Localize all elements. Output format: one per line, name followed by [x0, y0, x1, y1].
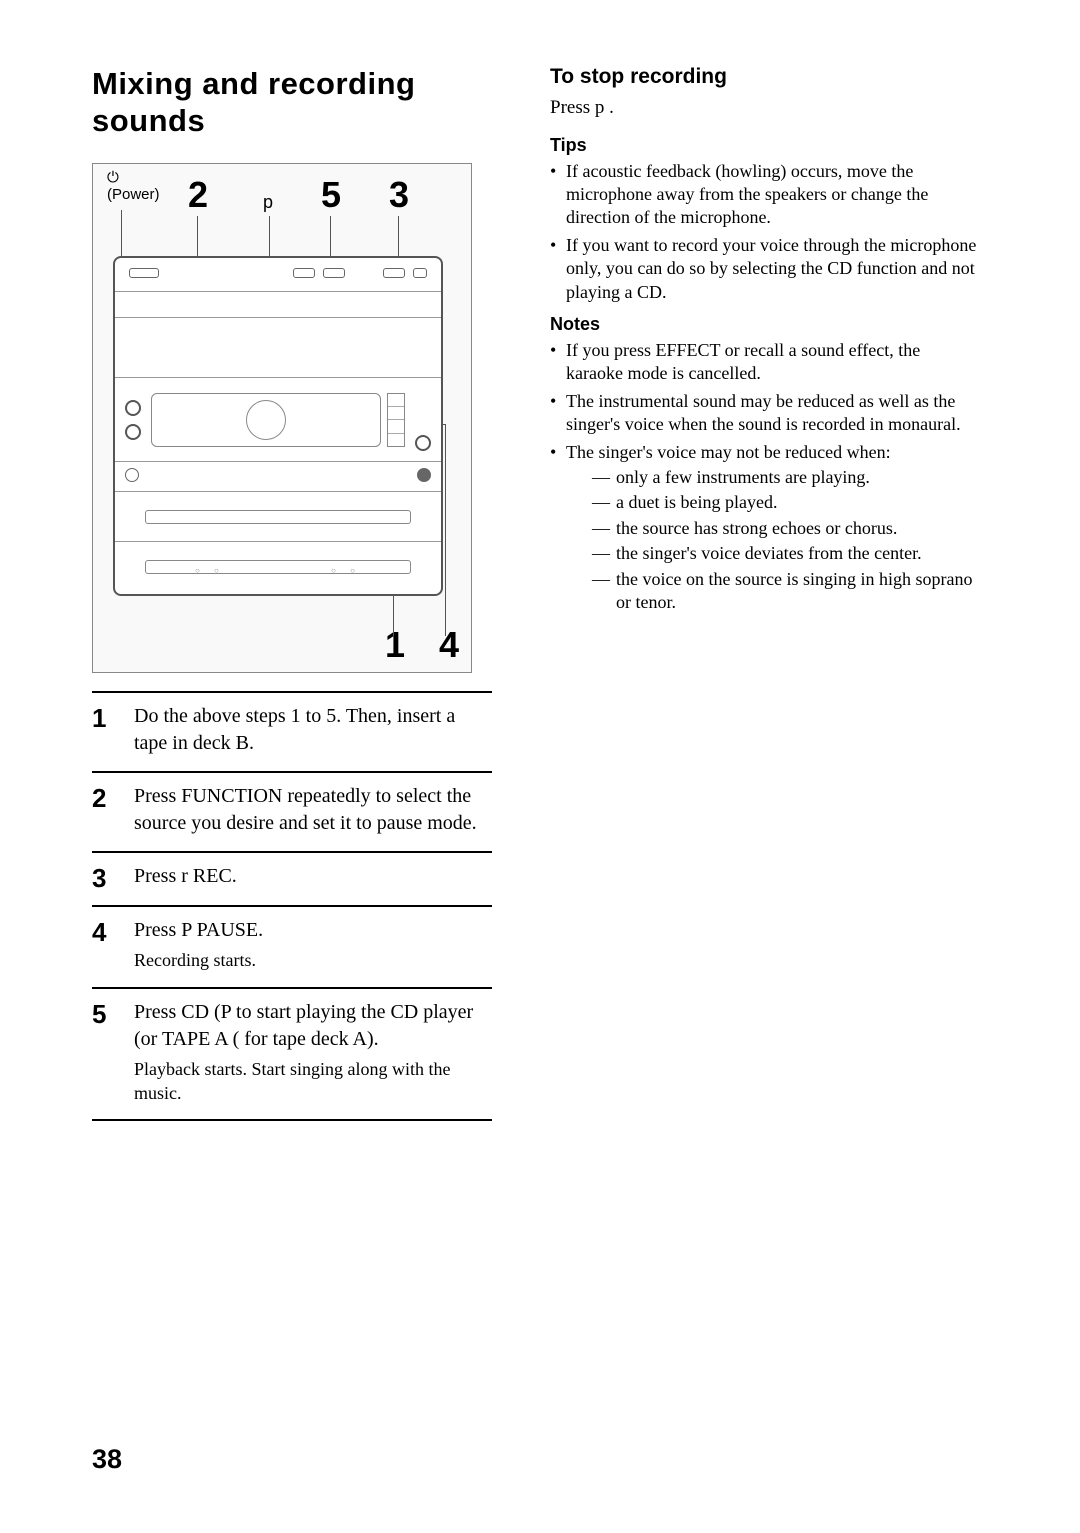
power-label: ⏻ (Power)	[107, 170, 160, 203]
note-sub-item: a duet is being played.	[592, 491, 980, 514]
step-5: 5 Press CD (P to start playing the CD pl…	[92, 987, 492, 1122]
step-body: Press CD (P to start playing the CD play…	[134, 999, 492, 1106]
tip-item: If acoustic feedback (howling) occurs, m…	[550, 160, 980, 230]
steps-list: 1 Do the above steps 1 to 5. Then, inser…	[92, 691, 492, 1121]
step-sub: Playback starts. Start singing along wit…	[134, 1057, 492, 1106]
notes-list: If you press EFFECT or recall a sound ef…	[550, 339, 980, 614]
callout-5: 5	[321, 174, 341, 216]
stop-recording-body: Press p .	[550, 95, 980, 121]
tips-heading: Tips	[550, 135, 980, 156]
callout-4: 4	[439, 624, 459, 666]
step-1: 1 Do the above steps 1 to 5. Then, inser…	[92, 691, 492, 771]
left-column: Mixing and recording sounds ⏻ (Power) 2 …	[92, 65, 492, 1121]
step-3: 3 Press r REC.	[92, 851, 492, 905]
note-item: The instrumental sound may be reduced as…	[550, 390, 980, 437]
step-number: 3	[92, 863, 114, 891]
step-body: Press FUNCTION repeatedly to select the …	[134, 783, 492, 837]
note-lead: The singer's voice may not be reduced wh…	[566, 442, 891, 462]
callout-1: 1	[385, 624, 405, 666]
step-body: Press P PAUSE. Recording starts.	[134, 917, 263, 972]
step-2: 2 Press FUNCTION repeatedly to select th…	[92, 771, 492, 851]
power-text: (Power)	[107, 186, 160, 203]
tips-list: If acoustic feedback (howling) occurs, m…	[550, 160, 980, 304]
notes-heading: Notes	[550, 314, 980, 335]
note-sub-item: the singer's voice deviates from the cen…	[592, 542, 980, 565]
power-icon: ⏻	[107, 169, 119, 186]
step-body: Do the above steps 1 to 5. Then, insert …	[134, 703, 492, 757]
note-sub-item: the source has strong echoes or chorus.	[592, 517, 980, 540]
step-number: 2	[92, 783, 114, 837]
note-item: The singer's voice may not be reduced wh…	[550, 441, 980, 615]
callout-p: p	[263, 192, 273, 213]
callout-3: 3	[389, 174, 409, 216]
two-column-layout: Mixing and recording sounds ⏻ (Power) 2 …	[92, 65, 988, 1121]
step-number: 1	[92, 703, 114, 757]
page-number: 38	[92, 1444, 122, 1475]
step-4: 4 Press P PAUSE. Recording starts.	[92, 905, 492, 986]
tip-item: If you want to record your voice through…	[550, 234, 980, 304]
step-number: 4	[92, 917, 114, 972]
stop-recording-heading: To stop recording	[550, 65, 980, 89]
step-number: 5	[92, 999, 114, 1106]
stereo-diagram: ⏻ (Power) 2 p 5 3 1 4	[92, 163, 472, 673]
note-sub-item: the voice on the source is singing in hi…	[592, 568, 980, 615]
step-body: Press r REC.	[134, 863, 237, 891]
callout-2: 2	[188, 174, 208, 216]
note-sub-item: only a few instruments are playing.	[592, 466, 980, 489]
note-sublist: only a few instruments are playing. a du…	[566, 466, 980, 614]
main-heading: Mixing and recording sounds	[92, 65, 492, 139]
stereo-device: ○ ○ ○ ○	[113, 256, 443, 596]
step-sub: Recording starts.	[134, 948, 263, 972]
right-column: To stop recording Press p . Tips If acou…	[550, 65, 980, 1121]
note-item: If you press EFFECT or recall a sound ef…	[550, 339, 980, 386]
